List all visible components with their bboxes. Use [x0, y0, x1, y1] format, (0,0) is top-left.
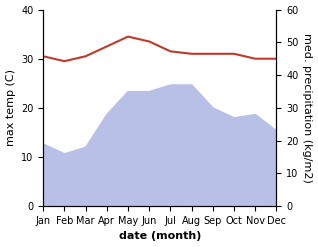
Y-axis label: max temp (C): max temp (C)	[5, 69, 16, 146]
X-axis label: date (month): date (month)	[119, 231, 201, 242]
Y-axis label: med. precipitation (kg/m2): med. precipitation (kg/m2)	[302, 33, 313, 183]
